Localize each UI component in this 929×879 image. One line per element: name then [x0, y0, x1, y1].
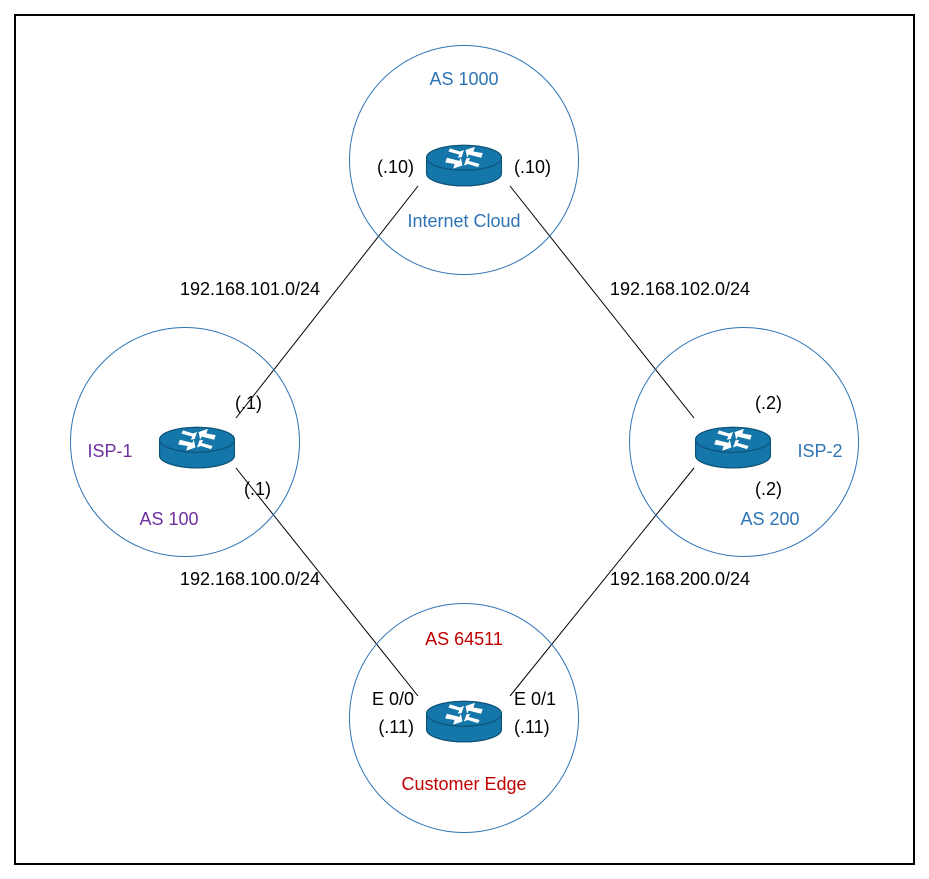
label-if-isp2-bottom: (.2)	[755, 479, 782, 500]
label-if-ce-right-addr: (.11)	[514, 717, 550, 738]
label-as-isp1: AS 100	[139, 509, 198, 530]
label-name-customer: Customer Edge	[401, 774, 526, 795]
label-if-ce-left-addr: (.11)	[378, 717, 414, 738]
label-name-isp2: ISP-2	[797, 441, 842, 462]
label-if-isp2-top: (.2)	[755, 393, 782, 414]
label-as-isp2: AS 200	[740, 509, 799, 530]
router-icon-customer	[425, 696, 503, 744]
label-edge-ic-isp2: 192.168.102.0/24	[610, 279, 750, 300]
router-icon-internet-cloud	[425, 140, 503, 188]
label-as-customer: AS 64511	[425, 629, 503, 650]
label-name-isp1: ISP-1	[87, 441, 132, 462]
label-if-isp1-top: (.1)	[235, 393, 262, 414]
label-if-isp1-bottom: (.1)	[244, 479, 271, 500]
label-edge-isp2-ce: 192.168.200.0/24	[610, 569, 750, 590]
label-name-internet-cloud: Internet Cloud	[407, 211, 520, 232]
label-as-internet-cloud: AS 1000	[429, 69, 498, 90]
label-if-ic-right: (.10)	[514, 157, 551, 178]
label-edge-isp1-ce: 192.168.100.0/24	[180, 569, 320, 590]
router-icon-isp1	[158, 422, 236, 470]
label-if-ce-right-name: E 0/1	[514, 689, 556, 710]
label-edge-ic-isp1: 192.168.101.0/24	[180, 279, 320, 300]
label-if-ic-left: (.10)	[377, 157, 414, 178]
diagram-canvas: AS 1000 Internet Cloud (.10) (.10) AS 10…	[0, 0, 929, 879]
label-if-ce-left-name: E 0/0	[372, 689, 414, 710]
router-icon-isp2	[694, 422, 772, 470]
